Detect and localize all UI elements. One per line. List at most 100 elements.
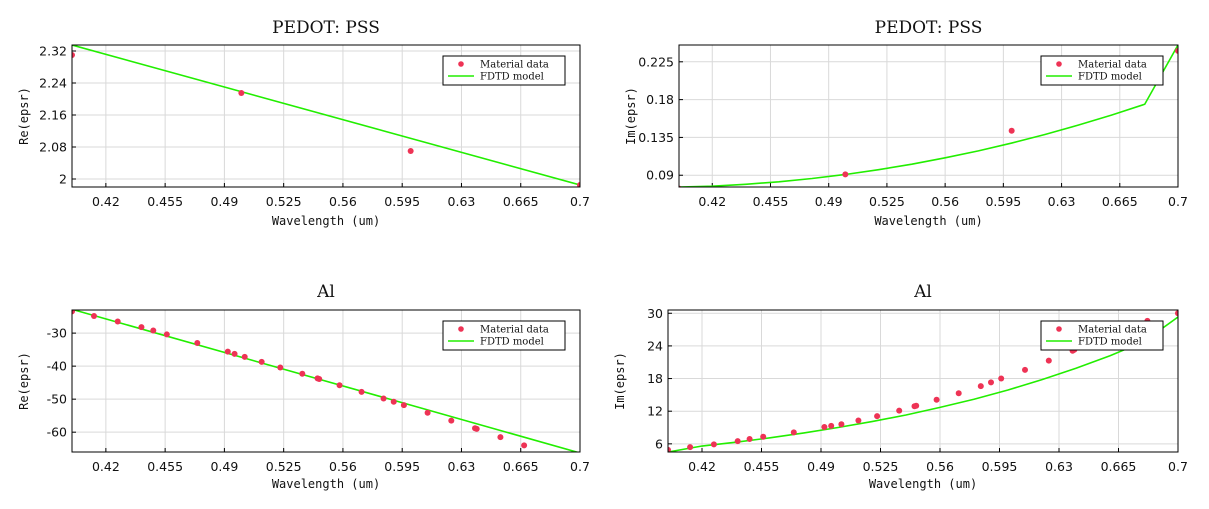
y-tick-label: 2.24: [39, 76, 67, 91]
material-data-point: [194, 340, 201, 347]
y-tick-label: -60: [47, 425, 67, 440]
y-axis-label: Im(epsr): [624, 87, 638, 145]
legend-entry-label: Material data: [480, 60, 549, 71]
y-tick-label: 18: [647, 371, 663, 386]
material-data-point: [998, 375, 1005, 382]
material-data-point: [977, 383, 984, 390]
chart-title: Al: [913, 282, 932, 302]
material-data-point: [238, 90, 245, 96]
x-tick-label: 0.525: [266, 194, 302, 209]
y-tick-label: 24: [647, 338, 663, 353]
material-data-point: [258, 358, 265, 365]
y-tick-label: 0.09: [646, 168, 674, 183]
material-data-point: [710, 441, 717, 448]
x-tick-label: 0.455: [744, 459, 780, 474]
x-tick-label: 0.525: [869, 194, 905, 209]
material-data-point: [150, 327, 157, 334]
legend-box: [1040, 320, 1164, 351]
y-tick-label: 2: [59, 172, 67, 187]
legend-marker-material: [1056, 326, 1062, 332]
material-data-point: [358, 388, 365, 395]
legend-box: [1040, 55, 1164, 86]
material-data-point: [224, 348, 231, 355]
material-data-point: [874, 413, 881, 420]
material-data-point: [497, 434, 504, 441]
x-tick-label: 0.455: [753, 194, 789, 209]
x-axis-label: Wavelength (um): [272, 477, 380, 491]
material-data-point: [746, 435, 753, 442]
material-data-point: [72, 52, 75, 58]
material-data-point: [114, 318, 121, 325]
y-tick-label: -50: [47, 392, 67, 407]
legend-marker-material: [458, 326, 464, 332]
material-data-point: [988, 379, 994, 386]
x-tick-label: 0.7: [570, 194, 590, 209]
x-tick-label: 0.42: [92, 194, 120, 209]
material-data-point: [734, 438, 741, 445]
legend-entry-label: Material data: [480, 325, 549, 336]
x-tick-label: 0.42: [92, 459, 120, 474]
material-data-point: [407, 148, 414, 154]
legend-marker-material: [1056, 61, 1062, 67]
axes-frame: [71, 44, 581, 188]
y-tick-label: 0.135: [638, 130, 674, 145]
material-data-point: [668, 446, 671, 452]
axes-frame: [71, 309, 581, 453]
legend-entry-label: Material data: [1078, 325, 1147, 336]
y-tick-label: 12: [647, 404, 663, 419]
x-tick-label: 0.49: [210, 194, 238, 209]
x-tick-label: 0.49: [210, 459, 238, 474]
material-data-point: [390, 398, 397, 405]
material-data-point: [277, 364, 284, 371]
legend-marker-material: [458, 61, 464, 67]
y-tick-label: 2.32: [39, 44, 67, 59]
x-tick-label: 0.525: [863, 459, 899, 474]
legend-entry-label: Material data: [1078, 60, 1147, 71]
material-data-point: [473, 425, 480, 432]
material-data-point: [1175, 47, 1178, 54]
y-tick-label: -30: [47, 326, 67, 341]
y-axis-label: Re(epsr): [17, 352, 31, 410]
x-axis-label: Wavelength (um): [869, 477, 977, 491]
material-data-point: [828, 422, 835, 429]
material-data-point: [790, 429, 797, 436]
x-axis-label: Wavelength (um): [272, 214, 380, 228]
x-tick-label: 0.56: [931, 194, 959, 209]
x-tick-label: 0.525: [266, 459, 302, 474]
x-tick-label: 0.63: [448, 194, 476, 209]
series-layer: [679, 45, 1178, 187]
chart-p2: 0.42 0.455 0.49 0.525 0.56 0.595 0.63 0.665 0.7 0…: [624, 18, 1188, 228]
material-data-point: [842, 171, 849, 178]
material-data-point: [521, 442, 528, 449]
x-tick-label: 0.665: [1101, 459, 1137, 474]
x-tick-label: 0.7: [1168, 194, 1188, 209]
material-data-point: [400, 402, 407, 409]
material-data-point: [448, 417, 455, 424]
x-tick-label: 0.595: [985, 194, 1021, 209]
x-tick-label: 0.665: [503, 459, 539, 474]
material-data-point: [241, 353, 248, 360]
x-tick-label: 0.56: [329, 194, 357, 209]
legend-entry-label: FDTD model: [1078, 72, 1142, 83]
material-data-point: [896, 407, 903, 414]
y-tick-label: 6: [655, 436, 663, 451]
chart-title: PEDOT: PSS: [875, 18, 983, 38]
fdtd-model-line: [668, 316, 1178, 452]
chart-p3: 0.42 0.455 0.49 0.525 0.56 0.595 0.63 0.665 0.7 -…: [17, 282, 590, 491]
y-tick-label: 30: [647, 306, 663, 321]
material-data-point: [855, 417, 862, 424]
material-data-point: [138, 324, 145, 331]
axes-frame: [678, 44, 1179, 188]
x-tick-label: 0.63: [1045, 459, 1073, 474]
x-tick-label: 0.7: [1168, 459, 1188, 474]
material-data-point: [1045, 357, 1052, 364]
x-tick-label: 0.595: [384, 194, 420, 209]
legend-entry-label: FDTD model: [1078, 337, 1142, 348]
y-tick-label: 0.18: [646, 92, 674, 107]
material-data-point: [231, 350, 238, 357]
material-data-point: [933, 396, 940, 403]
material-data-point: [913, 402, 920, 409]
